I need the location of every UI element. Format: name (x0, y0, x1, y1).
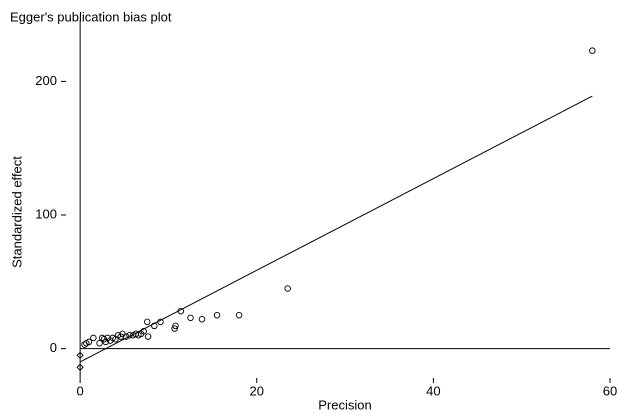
data-point (90, 334, 97, 342)
data-point (143, 318, 151, 326)
data-point (100, 336, 108, 343)
data-point (213, 311, 221, 319)
x-tick-label: 40 (426, 383, 440, 398)
data-point (235, 311, 243, 319)
data-point (96, 340, 103, 347)
data-point (198, 315, 206, 323)
data-point (589, 47, 596, 54)
data-point (98, 334, 106, 342)
x-axis-label: Precision (318, 397, 371, 412)
y-axis-label: Standardized effect (9, 156, 24, 268)
data-point (81, 341, 88, 348)
data-point (129, 331, 137, 339)
chart-title: Egger's publication bias plot (10, 9, 172, 24)
x-tick-label: 20 (250, 383, 264, 398)
y-tick-label: 100 (35, 206, 57, 221)
diamond-marker (76, 363, 84, 371)
x-tick-label: 60 (603, 383, 617, 398)
data-point (144, 333, 152, 340)
fit-line (79, 95, 593, 363)
data-point (83, 340, 90, 347)
y-tick-label: 200 (35, 73, 57, 88)
y-tick-label: 0 (50, 340, 57, 355)
data-point (171, 325, 178, 332)
data-point (187, 314, 194, 322)
data-point (172, 322, 179, 330)
data-point (284, 285, 291, 292)
diamond-marker (76, 351, 84, 359)
x-tick-label: 0 (77, 383, 84, 398)
